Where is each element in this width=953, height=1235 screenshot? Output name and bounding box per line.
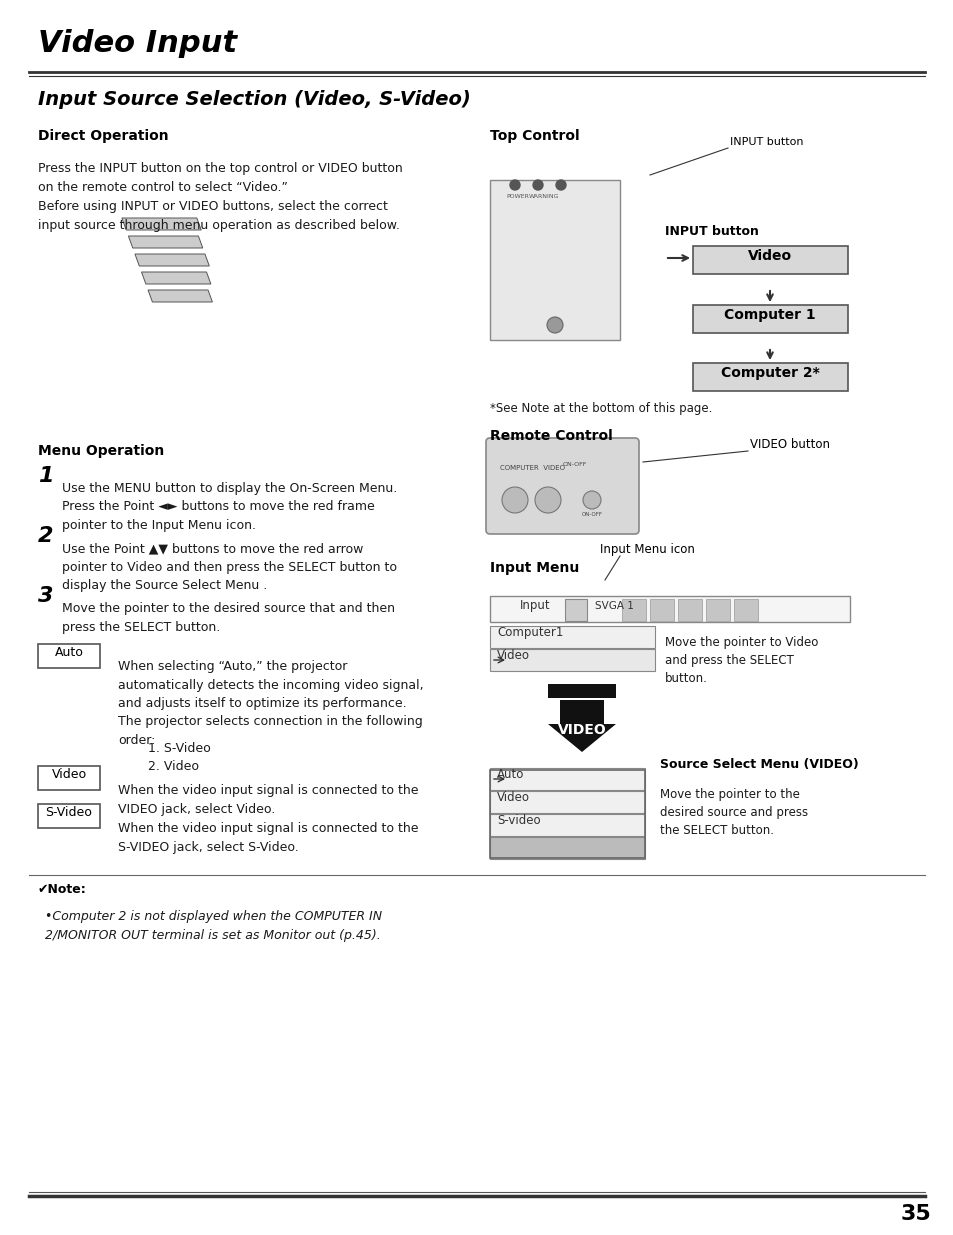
Text: ✔Note:: ✔Note:: [38, 883, 87, 897]
Text: When the video input signal is connected to the
S-VIDEO jack, select S-Video.: When the video input signal is connected…: [118, 823, 418, 853]
Text: POWER: POWER: [505, 194, 528, 199]
Text: Auto: Auto: [54, 646, 83, 659]
Text: 3: 3: [38, 585, 53, 606]
Text: ON-OFF: ON-OFF: [562, 462, 587, 467]
Bar: [141, 272, 211, 284]
Bar: [490, 626, 655, 648]
Bar: [733, 599, 758, 621]
Text: Video: Video: [51, 768, 87, 781]
Bar: [490, 837, 644, 860]
Text: Direct Operation: Direct Operation: [38, 128, 169, 143]
Text: Use the MENU button to display the On-Screen Menu.
Press the Point ◄► buttons to: Use the MENU button to display the On-Sc…: [62, 482, 396, 532]
Bar: [38, 804, 100, 827]
Bar: [122, 219, 201, 230]
Text: WARNING: WARNING: [529, 194, 558, 199]
Text: COMPUTER  VIDEO: COMPUTER VIDEO: [499, 466, 564, 471]
Bar: [38, 643, 100, 668]
Text: Move the pointer to the desired source that and then
press the SELECT button.: Move the pointer to the desired source t…: [62, 601, 395, 634]
Text: 1. S-Video
2. Video: 1. S-Video 2. Video: [148, 742, 211, 773]
Text: Use the Point ▲▼ buttons to move the red arrow
pointer to Video and then press t: Use the Point ▲▼ buttons to move the red…: [62, 542, 396, 592]
Bar: [692, 363, 847, 391]
Text: Auto: Auto: [497, 768, 524, 781]
Text: Video: Video: [747, 249, 791, 263]
Bar: [490, 769, 644, 858]
Text: Move the pointer to the
desired source and press
the SELECT button.: Move the pointer to the desired source a…: [659, 788, 807, 837]
Text: •Computer 2 is not displayed when the COMPUTER IN
2/MONITOR OUT terminal is set : •Computer 2 is not displayed when the CO…: [45, 910, 382, 941]
Text: Computer 2*: Computer 2*: [720, 366, 819, 380]
FancyArrow shape: [547, 700, 616, 752]
Bar: [490, 814, 644, 836]
Text: ON-OFF: ON-OFF: [581, 513, 602, 517]
Circle shape: [533, 180, 542, 190]
Text: INPUT button: INPUT button: [664, 225, 758, 238]
FancyBboxPatch shape: [485, 438, 639, 534]
Text: VIDEO: VIDEO: [558, 722, 606, 737]
Text: Input Menu: Input Menu: [490, 561, 578, 576]
Text: 2: 2: [38, 526, 53, 546]
Bar: [678, 599, 701, 621]
Text: Move the pointer to Video
and press the SELECT
button.: Move the pointer to Video and press the …: [664, 636, 818, 685]
Text: Input Menu icon: Input Menu icon: [599, 543, 694, 556]
Circle shape: [535, 487, 560, 513]
Text: S-video: S-video: [497, 814, 540, 827]
Bar: [490, 768, 644, 790]
Bar: [547, 684, 616, 698]
Bar: [38, 766, 100, 790]
Bar: [490, 790, 644, 813]
Text: Video: Video: [497, 650, 530, 662]
Text: Computer 1: Computer 1: [723, 308, 815, 322]
Text: Press the INPUT button on the top control or VIDEO button
on the remote control : Press the INPUT button on the top contro…: [38, 162, 402, 232]
Text: Video: Video: [497, 790, 530, 804]
Text: Computer1: Computer1: [497, 626, 563, 638]
Bar: [134, 254, 209, 266]
Bar: [490, 597, 849, 622]
Text: When selecting “Auto,” the projector
automatically detects the incoming video si: When selecting “Auto,” the projector aut…: [118, 659, 423, 747]
Text: 1: 1: [38, 466, 53, 487]
Circle shape: [510, 180, 519, 190]
Circle shape: [556, 180, 565, 190]
Bar: [705, 599, 729, 621]
Text: Menu Operation: Menu Operation: [38, 445, 164, 458]
Text: INPUT button: INPUT button: [729, 137, 802, 147]
Bar: [129, 236, 203, 248]
Text: Source Select Menu (VIDEO): Source Select Menu (VIDEO): [659, 758, 858, 771]
Bar: [621, 599, 645, 621]
Text: SVGA 1: SVGA 1: [595, 601, 633, 611]
Circle shape: [546, 317, 562, 333]
Text: *See Note at the bottom of this page.: *See Note at the bottom of this page.: [490, 403, 712, 415]
Bar: [148, 290, 213, 303]
Text: Video Input: Video Input: [38, 28, 237, 58]
Bar: [649, 599, 673, 621]
Text: 35: 35: [900, 1204, 930, 1224]
Bar: [490, 180, 619, 340]
Text: Remote Control: Remote Control: [490, 429, 612, 443]
Text: S-Video: S-Video: [46, 806, 92, 819]
Circle shape: [501, 487, 527, 513]
Bar: [692, 246, 847, 274]
Text: When the video input signal is connected to the
VIDEO jack, select Video.: When the video input signal is connected…: [118, 784, 418, 815]
Bar: [692, 305, 847, 333]
Circle shape: [582, 492, 600, 509]
Bar: [564, 599, 586, 621]
Bar: [490, 650, 655, 671]
Text: Input Source Selection (Video, S-Video): Input Source Selection (Video, S-Video): [38, 90, 470, 109]
Text: Input: Input: [519, 599, 550, 613]
Text: Top Control: Top Control: [490, 128, 579, 143]
Text: VIDEO button: VIDEO button: [749, 438, 829, 451]
